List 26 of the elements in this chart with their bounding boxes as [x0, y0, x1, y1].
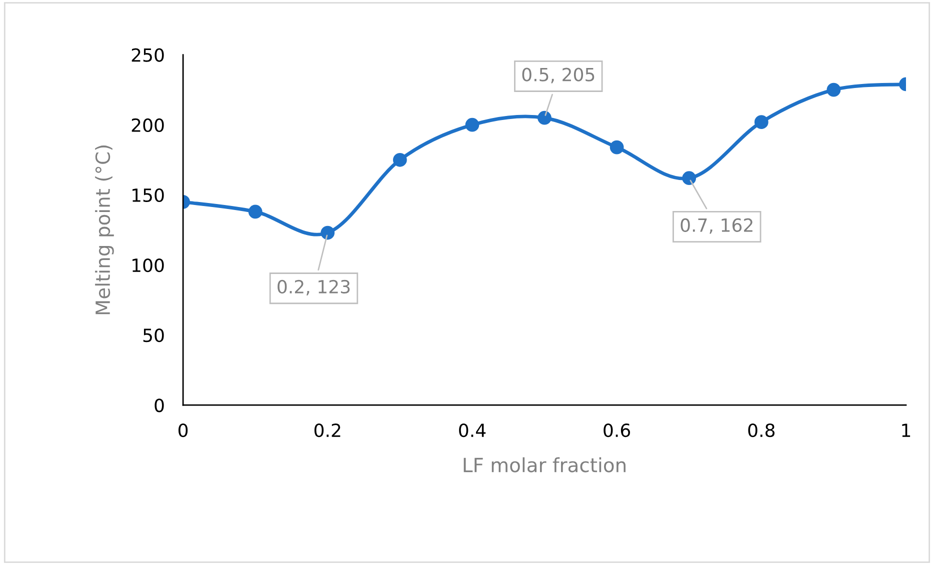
point: [826, 82, 841, 97]
point: [392, 152, 407, 167]
x-tick-label: 1: [902, 424, 910, 437]
x-tick-label: 0.8: [748, 423, 775, 438]
y-axis-title: Melting point (°C): [95, 146, 114, 314]
x-tick-label: 0.6: [604, 423, 630, 438]
point: [465, 118, 480, 132]
annotation: 0.2, 123: [278, 280, 350, 296]
point: [538, 110, 552, 125]
x-tick-label: 0.4: [459, 423, 486, 438]
y-tick-label: 50: [143, 328, 164, 342]
y-tick-label: 100: [132, 258, 164, 272]
point: [754, 115, 768, 130]
y-tick-label: 200: [132, 118, 164, 132]
annotation: 0.5, 205: [522, 68, 594, 84]
point: [320, 226, 335, 240]
x-axis-title: LF molar fraction: [464, 457, 626, 472]
y-tick-label: 150: [132, 188, 164, 202]
y-tick-label: 0: [154, 398, 164, 412]
point: [682, 171, 696, 186]
point: [610, 140, 624, 154]
point: [248, 204, 262, 219]
annotation: 0.7, 162: [680, 218, 752, 234]
x-tick-label: 0: [178, 423, 188, 438]
x-tick-label: 0.2: [314, 423, 340, 438]
y-tick-label: 250: [132, 48, 164, 62]
